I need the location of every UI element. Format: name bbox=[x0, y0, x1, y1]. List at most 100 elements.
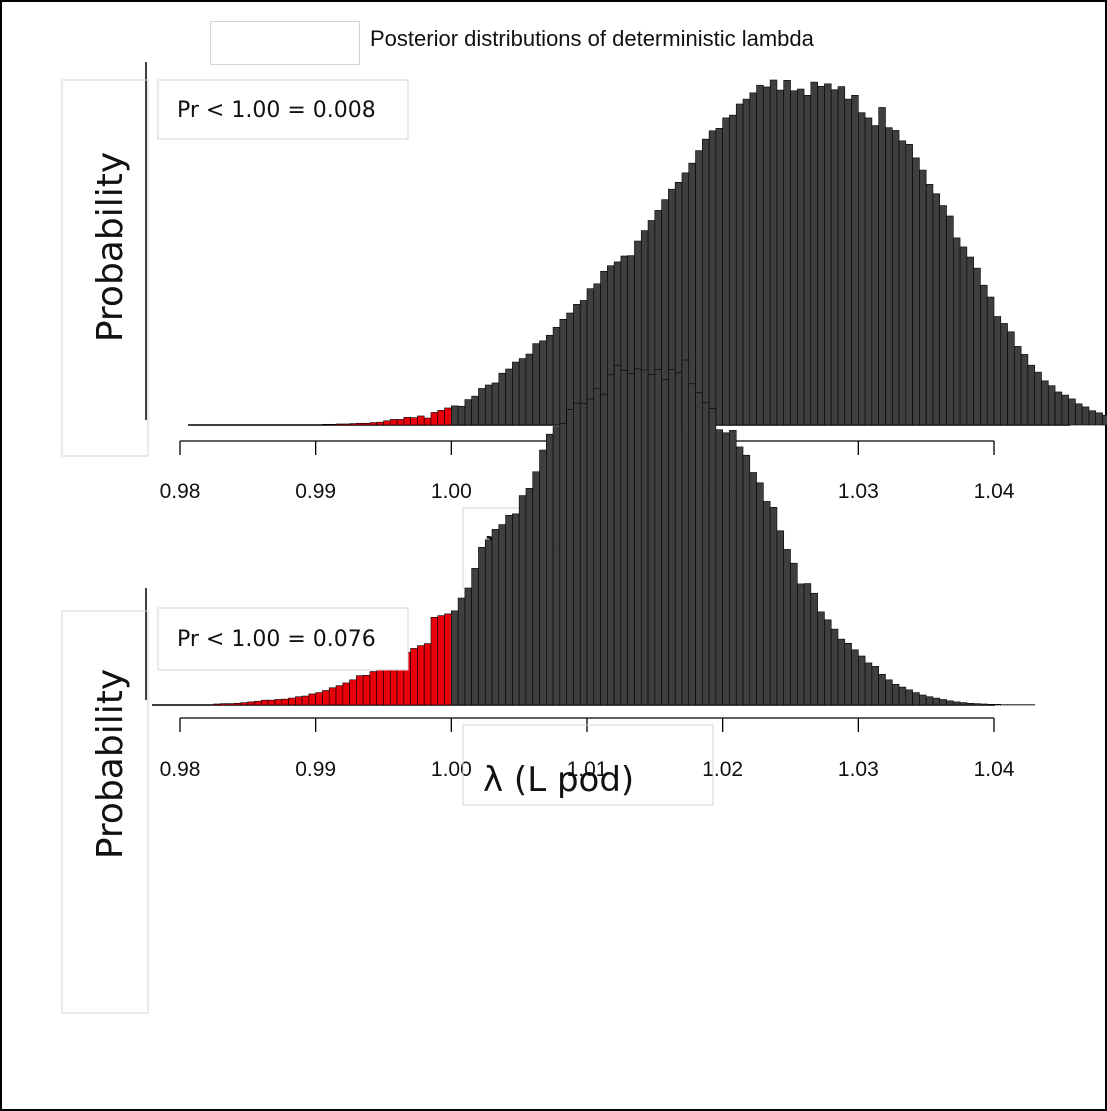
histogram-bar bbox=[512, 361, 520, 426]
histogram-bar bbox=[457, 405, 466, 426]
probability-annotation: Pr < 1.00 = 0.008 bbox=[177, 98, 376, 123]
histogram-bar bbox=[674, 372, 683, 706]
histogram-bar bbox=[749, 472, 757, 706]
histogram-bar bbox=[376, 668, 384, 706]
histogram-bar bbox=[939, 699, 947, 706]
histogram-bar bbox=[627, 373, 635, 706]
histogram-bar bbox=[267, 699, 276, 706]
histogram-bar bbox=[600, 393, 608, 706]
histogram-bar bbox=[905, 144, 913, 426]
histogram-bar bbox=[878, 673, 886, 706]
histogram-bar bbox=[796, 88, 805, 426]
histogram-bar bbox=[654, 369, 662, 706]
histogram-bar bbox=[783, 80, 791, 426]
histogram-bar bbox=[919, 694, 927, 706]
histogram-bar bbox=[410, 417, 418, 426]
x-tick-label: 1.01 bbox=[567, 758, 608, 781]
y-axis-label: Probability bbox=[90, 669, 131, 859]
histogram-bar bbox=[342, 682, 350, 706]
histogram-bar bbox=[668, 369, 676, 706]
histogram-bar bbox=[430, 617, 439, 706]
histogram-bar bbox=[484, 384, 493, 426]
histogram-bar bbox=[702, 138, 710, 426]
histogram-bar bbox=[885, 679, 893, 706]
histogram-bar bbox=[993, 316, 1002, 426]
histogram-bar bbox=[613, 364, 622, 706]
histogram-bar bbox=[444, 407, 452, 426]
histogram-bar bbox=[532, 471, 540, 706]
histogram-bar bbox=[973, 703, 981, 706]
histogram-bar bbox=[864, 117, 873, 426]
histogram-bar bbox=[491, 529, 500, 706]
histogram-bar bbox=[457, 597, 466, 706]
histogram-bar bbox=[810, 81, 818, 426]
histogram-bar bbox=[722, 432, 730, 706]
histogram-bar bbox=[769, 507, 778, 706]
histogram-bar bbox=[912, 157, 920, 426]
histogram-bar bbox=[946, 700, 954, 706]
histogram-bar bbox=[213, 703, 221, 706]
histogram-bar bbox=[498, 524, 506, 706]
histogram-bar bbox=[952, 237, 961, 426]
histogram-bar bbox=[946, 215, 954, 426]
panel-2: 0.98 0.99 1.00 1.01 1.02 1.03 1.04 λ (L pod) Pro… bbox=[61, 359, 1036, 1014]
histogram-bar bbox=[369, 671, 378, 706]
histogram-bar bbox=[491, 382, 500, 426]
histogram-bar bbox=[647, 374, 656, 706]
histogram-bar bbox=[464, 587, 472, 706]
histogram-bar bbox=[396, 419, 405, 426]
histogram-bar bbox=[1000, 323, 1008, 426]
histogram-bar bbox=[932, 193, 941, 426]
histogram-bar bbox=[925, 696, 934, 706]
histogram-bar bbox=[356, 675, 364, 706]
histogram-bar bbox=[980, 284, 988, 426]
histogram-bar bbox=[912, 692, 920, 706]
histogram-bar bbox=[796, 583, 805, 706]
histogram-bar bbox=[776, 89, 785, 426]
histogram-bar bbox=[993, 704, 1002, 706]
histogram-bar bbox=[715, 128, 723, 426]
x-tick-label: 1.04 bbox=[974, 480, 1015, 503]
histogram-bar bbox=[620, 370, 628, 706]
histogram-bar bbox=[688, 383, 696, 706]
histogram-bar bbox=[362, 675, 371, 706]
histogram-bar bbox=[695, 392, 703, 706]
histogram-bar bbox=[640, 369, 649, 706]
histogram-bar bbox=[328, 423, 337, 426]
y-label-box bbox=[61, 79, 149, 457]
x-axis: 0.98 0.99 1.00 1.01 1.02 1.03 1.04 bbox=[160, 717, 1015, 781]
histogram-bar bbox=[559, 318, 567, 426]
histogram-bar bbox=[579, 403, 588, 706]
histogram-bar bbox=[803, 583, 812, 706]
histogram-bar bbox=[905, 689, 913, 706]
histogram-bar bbox=[885, 127, 893, 426]
histogram-bar bbox=[1088, 410, 1097, 426]
histogram-bar bbox=[790, 90, 798, 426]
histogram-bar bbox=[227, 703, 235, 706]
histogram-bar bbox=[891, 683, 900, 706]
histogram-bar bbox=[1027, 364, 1036, 426]
histogram-bar bbox=[756, 482, 764, 706]
histogram-bar bbox=[1061, 394, 1069, 426]
histogram-bar bbox=[322, 423, 330, 426]
histogram-bar bbox=[776, 530, 785, 706]
histogram-bar bbox=[586, 398, 595, 706]
histogram-bar bbox=[288, 697, 296, 706]
histogram-bar bbox=[342, 423, 350, 426]
histogram-bar bbox=[952, 701, 961, 706]
histogram-bar bbox=[607, 374, 615, 706]
histogram-bar bbox=[328, 687, 337, 706]
histogram-bar bbox=[790, 562, 798, 706]
histogram-bar bbox=[240, 702, 249, 706]
title-placeholder-box bbox=[210, 21, 360, 65]
histogram-bar bbox=[1034, 371, 1042, 426]
probability-annotation: Pr < 1.00 = 0.076 bbox=[177, 627, 376, 652]
histogram-bar bbox=[878, 107, 886, 426]
histogram-bar bbox=[315, 692, 323, 706]
histogram-bar bbox=[959, 246, 968, 426]
histogram-bar bbox=[444, 613, 452, 706]
histogram-bar bbox=[708, 408, 717, 706]
histogram-bar bbox=[1054, 391, 1063, 426]
